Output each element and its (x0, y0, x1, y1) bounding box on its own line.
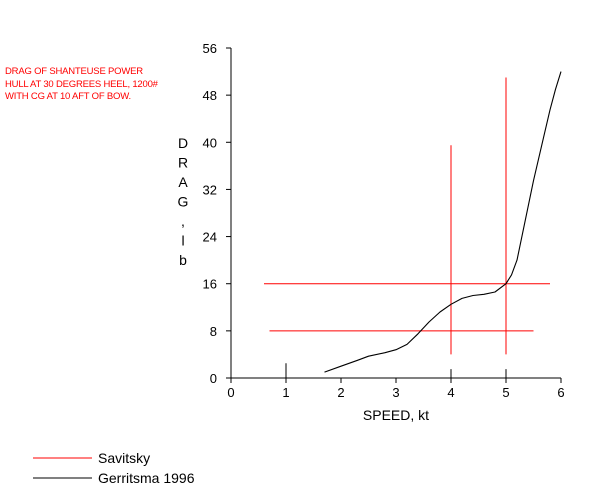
y-axis-title-char-0: D (178, 135, 188, 151)
y-tick-label-48: 48 (203, 88, 217, 103)
gerritsma-line (324, 71, 562, 373)
y-tick-label-40: 40 (203, 135, 217, 150)
axes-group (230, 48, 561, 379)
labels-group: SPEED, kt DRAG, lb (178, 135, 430, 423)
legend-label-0: Savitsky (98, 450, 150, 466)
savitsky-series (264, 77, 550, 355)
y-axis-title-char-1: R (178, 155, 188, 171)
x-tick-label-5: 5 (502, 385, 509, 400)
x-axis-title: SPEED, kt (363, 407, 429, 423)
y-tick-label-8: 8 (210, 324, 217, 339)
x-tick-label-6: 6 (557, 385, 564, 400)
y-axis-title-char-5: l (181, 233, 184, 249)
y-axis-title-char-6: b (179, 252, 187, 268)
y-tick-label-24: 24 (203, 230, 217, 245)
y-tick-label-16: 16 (203, 277, 217, 292)
chart-note: DRAG OF SHANTEUSE POWER HULL AT 30 DEGRE… (5, 66, 158, 102)
x-tick-label-4: 4 (447, 385, 454, 400)
y-tick-label-0: 0 (210, 371, 217, 386)
y-tick-label-32: 32 (203, 182, 217, 197)
y-axis-title-char-3: G (178, 194, 189, 210)
marks-group (285, 363, 507, 378)
y-axis-title-char-2: A (178, 174, 188, 190)
legend: Savitsky Gerritsma 1996 (33, 450, 195, 486)
y-axis-title-char-4: , (181, 213, 185, 229)
x-tick-label-2: 2 (337, 385, 344, 400)
gerritsma-series (324, 71, 562, 373)
x-tick-label-0: 0 (227, 385, 234, 400)
legend-label-1: Gerritsma 1996 (98, 470, 195, 486)
y-tick-label-56: 56 (203, 41, 217, 56)
x-tick-label-3: 3 (392, 385, 399, 400)
x-tick-label-1: 1 (282, 385, 289, 400)
